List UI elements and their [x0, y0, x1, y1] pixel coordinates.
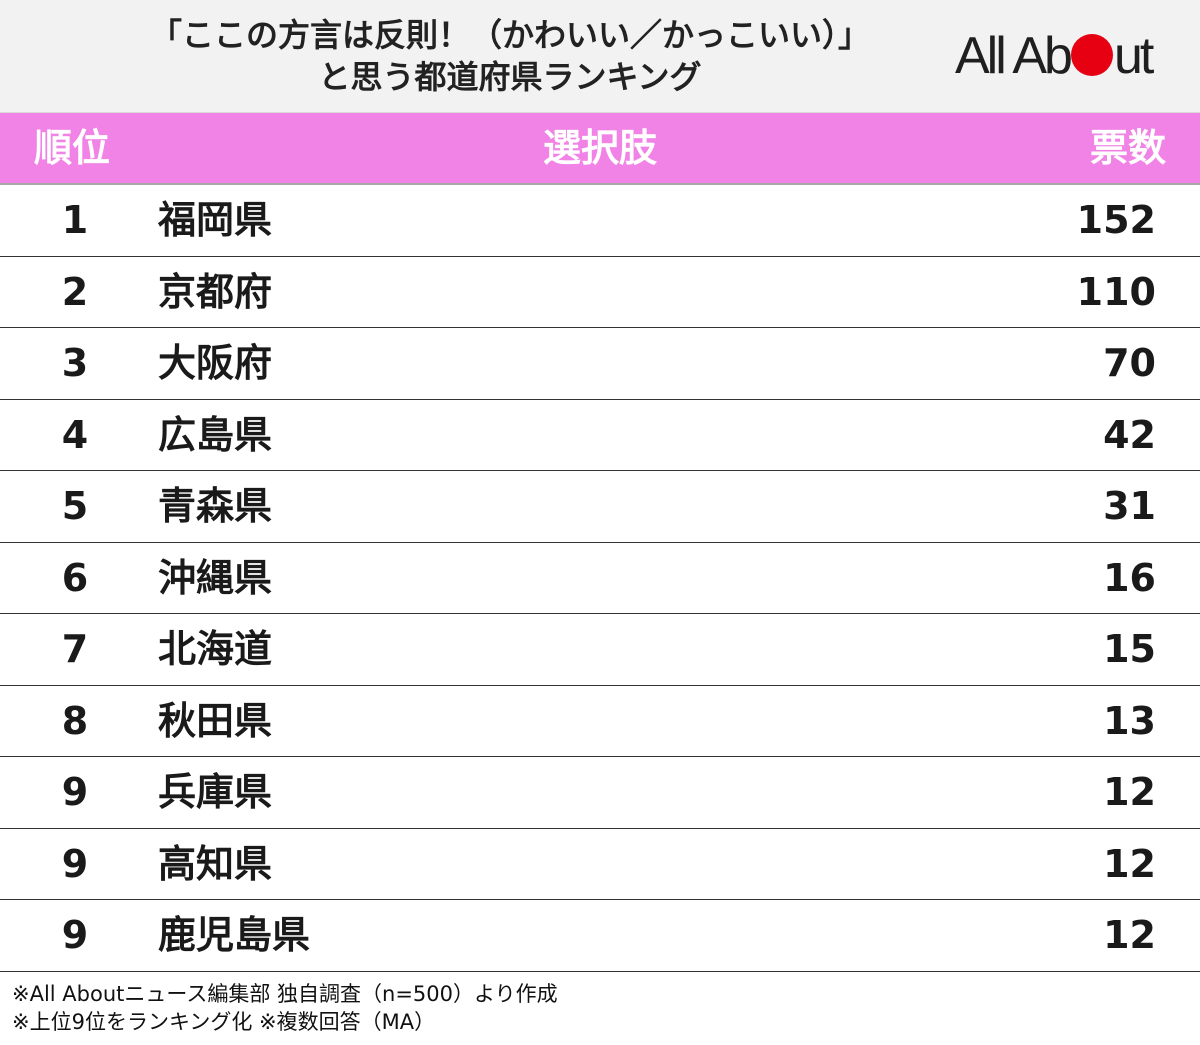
- table-row: 9 兵庫県 12: [0, 757, 1200, 829]
- column-header-rank: 順位: [34, 126, 111, 170]
- table-row: 1 福岡県 152: [0, 185, 1200, 257]
- row-choice: 福岡県: [158, 198, 273, 242]
- row-rank: 8: [61, 698, 89, 743]
- row-choice: 秋田県: [158, 698, 273, 743]
- row-votes: 12: [1103, 841, 1156, 886]
- chart-title-line-1: 「ここの方言は反則！（かわいい／かっこいい）」: [149, 16, 870, 54]
- title-banner: 「ここの方言は反則！（かわいい／かっこいい）」 と思う都道府県ランキング All…: [0, 0, 1200, 113]
- row-rank: 3: [61, 341, 89, 385]
- table-row: 7 北海道 15: [0, 614, 1200, 686]
- footnotes: ※All Aboutニュース編集部 独自調査（n=500）より作成 ※上位9位を…: [12, 980, 558, 1036]
- row-rank: 6: [61, 555, 89, 600]
- table-row: 3 大阪府 70: [0, 328, 1200, 400]
- logo-text-right: ut: [1113, 27, 1154, 85]
- row-choice: 高知県: [158, 841, 273, 886]
- row-rank: 5: [61, 484, 89, 528]
- table-row: 5 青森県 31: [0, 471, 1200, 543]
- row-rank: 1: [61, 198, 89, 242]
- row-votes: 42: [1103, 412, 1156, 457]
- row-choice: 鹿児島県: [158, 913, 311, 957]
- row-votes: 12: [1103, 913, 1156, 957]
- table-row: 6 沖縄県 16: [0, 543, 1200, 614]
- row-choice: 沖縄県: [158, 555, 273, 600]
- table-row: 9 鹿児島県 12: [0, 900, 1200, 972]
- row-rank: 4: [61, 412, 89, 457]
- table-header: 選択肢 順位 票数: [0, 113, 1200, 185]
- table-row: 9 高知県 12: [0, 829, 1200, 900]
- column-header-votes: 票数: [1089, 126, 1166, 170]
- row-votes: 110: [1076, 269, 1156, 314]
- row-choice: 青森県: [158, 484, 273, 528]
- row-votes: 12: [1103, 770, 1156, 814]
- footnote-source: ※All Aboutニュース編集部 独自調査（n=500）より作成: [12, 982, 558, 1006]
- column-header-choice: 選択肢: [542, 126, 657, 170]
- row-choice: 北海道: [158, 627, 273, 671]
- row-votes: 15: [1103, 627, 1156, 671]
- allabout-logo: All Ab ut: [955, 24, 1175, 88]
- row-rank: 9: [61, 770, 89, 814]
- row-choice: 兵庫県: [158, 770, 273, 814]
- row-votes: 70: [1103, 341, 1156, 385]
- logo-text-left: All Ab: [955, 27, 1073, 85]
- table-row: 4 広島県 42: [0, 400, 1200, 471]
- row-choice: 大阪府: [158, 341, 273, 385]
- table-row: 8 秋田県 13: [0, 686, 1200, 757]
- row-votes: 16: [1103, 555, 1156, 600]
- table-row: 2 京都府 110: [0, 257, 1200, 328]
- footnote-method: ※上位9位をランキング化 ※複数回答（MA）: [12, 1010, 436, 1034]
- ranking-table: 1 福岡県 152 2 京都府 110 3 大阪府 70 4 広島県 42 5 …: [0, 185, 1200, 972]
- row-votes: 13: [1103, 698, 1156, 743]
- row-rank: 9: [61, 841, 89, 886]
- row-rank: 9: [61, 913, 89, 957]
- row-votes: 152: [1076, 198, 1156, 242]
- chart-title: 「ここの方言は反則！（かわいい／かっこいい）」 と思う都道府県ランキング: [60, 14, 960, 98]
- row-rank: 2: [61, 269, 89, 314]
- chart-title-line-2: と思う都道府県ランキング: [318, 58, 702, 96]
- logo-red-dot-icon: [1070, 34, 1113, 76]
- row-choice: 京都府: [158, 269, 273, 314]
- row-choice: 広島県: [158, 412, 273, 457]
- row-votes: 31: [1103, 484, 1156, 528]
- row-rank: 7: [61, 627, 89, 671]
